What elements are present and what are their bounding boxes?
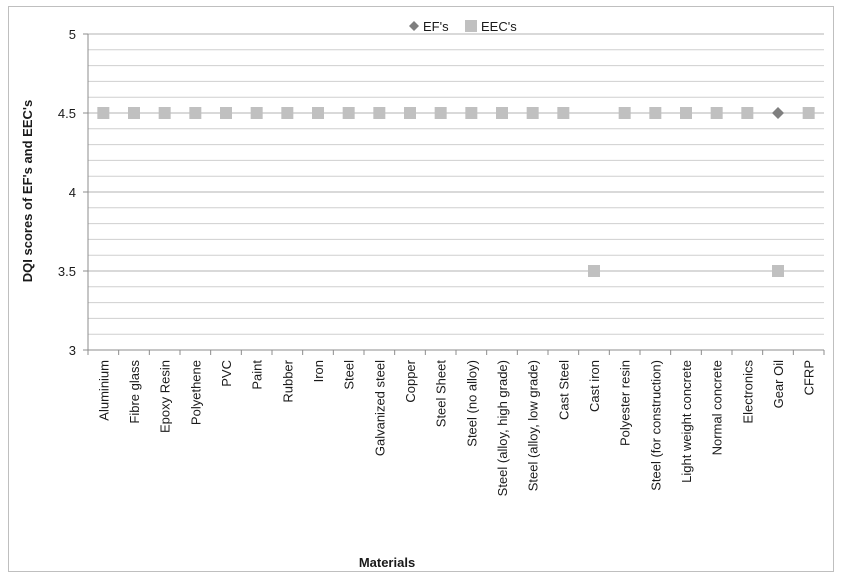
x-tick-labels: Aluminium Fibre glass Epoxy Resin Polyethen… [96,359,816,496]
eec-point [189,107,202,119]
x-tick-label: Aluminium [96,360,111,421]
eec-point [802,107,815,119]
x-tick-label: Polyester resin [618,360,633,446]
x-tick-label: Epoxy Resin [158,360,173,433]
x-tick-label: Normal concrete [710,360,725,455]
eec-point [557,107,570,119]
x-tick-label: CFRP [802,360,817,395]
eec-point [618,107,631,119]
x-tick-label: Gear Oil [771,360,786,409]
eec-point [434,107,447,119]
eec-point [588,265,600,277]
legend-square-icon [465,20,477,32]
eec-point [649,107,662,119]
y-tick-label: 4 [69,185,76,200]
y-tick-label: 3 [69,343,76,358]
x-tick-label: Steel (alloy, low grade) [526,360,541,491]
x-tick-label: Steel [342,360,357,390]
x-tick-label: Light weight concrete [679,360,694,483]
x-tick-label: Rubber [280,359,295,402]
eec-point [404,107,416,119]
x-tick-label: Cast Steel [556,360,571,420]
eec-point [158,107,171,119]
x-tick-label: Steel (for construction) [648,360,663,491]
data-points [97,107,815,277]
x-axis-title: Materials [359,555,415,570]
eec-point [220,107,232,119]
eec-point [281,107,294,119]
eec-point [772,265,784,277]
eec-point [526,107,539,119]
x-tick-label: Galvanized steel [372,360,387,456]
axes [83,33,825,355]
x-tick-label: Electronics [740,360,755,424]
eec-point [250,107,263,119]
x-tick-label: Polyethene [188,360,203,425]
x-tick-label: Steel (alloy, high grade) [495,360,510,496]
y-axis-title: DQI scores of EF's and EEC's [20,100,35,282]
y-tick-labels: 3 3.5 4 4.5 5 [58,27,76,358]
eec-point [741,107,754,119]
x-tick-label: Copper [403,359,418,402]
legend-diamond-icon [409,21,419,31]
x-tick-label: Fibre glass [127,360,142,424]
legend: EF's EEC's [409,19,517,34]
grid-lines [88,33,824,335]
eec-point [342,107,355,119]
y-tick-label: 5 [69,27,76,42]
chart-frame [8,6,834,572]
legend-label-eecs: EEC's [481,19,517,34]
x-tick-label: PVC [219,360,234,387]
x-tick-label: Steel (no alloy) [464,360,479,447]
y-tick-label: 4.5 [58,106,76,121]
eec-point [128,107,140,119]
eec-point [97,107,110,119]
y-tick-label: 3.5 [58,264,76,279]
eec-point [465,107,478,119]
ef-point [772,107,784,119]
x-tick-label: Cast iron [587,360,602,412]
legend-label-efs: EF's [423,19,449,34]
x-tick-label: Paint [250,360,265,390]
x-tick-label: Iron [311,360,326,382]
x-tick-label: Steel Sheet [434,360,449,428]
eec-point [496,107,508,119]
eec-point [680,107,692,119]
eec-point [312,107,324,119]
eec-point [373,107,386,119]
eec-point [710,107,723,119]
